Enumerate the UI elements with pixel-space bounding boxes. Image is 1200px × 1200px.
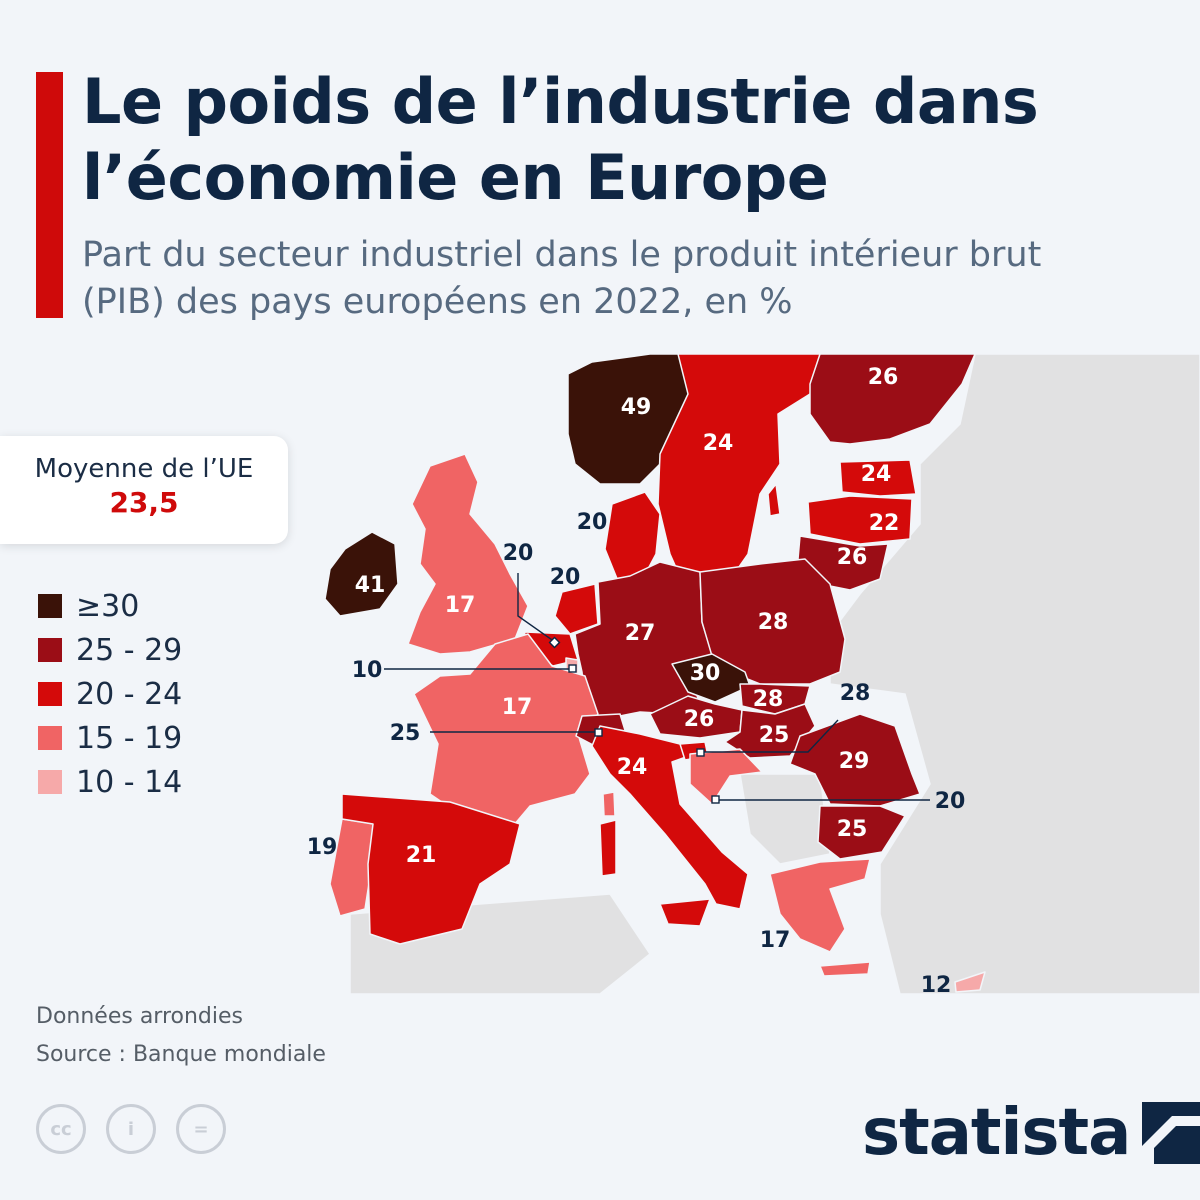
cc-icon: cc — [36, 1104, 86, 1154]
country-france — [413, 633, 599, 833]
eu-average-label: Moyenne de l’UE — [34, 454, 254, 484]
island-corsica — [602, 791, 616, 817]
page-title: Le poids de l’industrie dans l’économie … — [82, 65, 1039, 214]
value-label-slovakia: 28 — [753, 687, 784, 712]
value-label-czechia: 30 — [690, 661, 721, 686]
legend-label: 25 - 29 — [76, 632, 183, 668]
legend-label: 20 - 24 — [76, 676, 183, 712]
value-label-slovenia: 28 — [840, 681, 871, 706]
license-icons: cc i = — [36, 1104, 226, 1154]
value-label-netherlands: 20 — [550, 565, 581, 590]
country-greece — [769, 858, 871, 953]
value-label-switzerland: 25 — [390, 721, 421, 746]
island-sardinia — [599, 819, 617, 877]
eu-average-value: 23,5 — [109, 486, 179, 519]
by-icon: i — [106, 1104, 156, 1154]
country-poland — [699, 558, 846, 685]
value-label-portugal: 19 — [307, 835, 338, 860]
value-label-belgium: 20 — [503, 541, 534, 566]
legend-label: ≥30 — [76, 588, 140, 624]
value-label-croatia: 20 — [935, 789, 966, 814]
legend-item: 20 - 24 — [38, 672, 182, 716]
legend: ≥30 25 - 29 20 - 24 15 - 19 10 - 14 — [38, 584, 182, 804]
value-label-sweden: 24 — [703, 431, 734, 456]
leader-lines — [384, 573, 930, 801]
country-finland — [809, 354, 976, 445]
value-label-hungary: 25 — [759, 723, 790, 748]
legend-item: 10 - 14 — [38, 760, 182, 804]
nd-icon: = — [176, 1104, 226, 1154]
page-subtitle: Part du secteur industriel dans le produ… — [82, 235, 1042, 322]
value-label-lithuania: 26 — [837, 545, 868, 570]
footnotes: Données arrondies Source : Banque mondia… — [36, 998, 326, 1074]
rounding-note: Données arrondies — [36, 1004, 243, 1029]
value-label-france: 17 — [502, 695, 533, 720]
value-label-luxembourg: 10 — [352, 658, 383, 683]
value-label-latvia: 22 — [869, 511, 900, 536]
country-uk — [407, 453, 529, 655]
country-latvia — [807, 495, 913, 545]
brand-mark-icon — [1142, 1102, 1200, 1164]
country-netherlands — [554, 583, 599, 635]
value-label-bulgaria: 25 — [837, 817, 868, 842]
value-label-uk: 17 — [445, 593, 476, 618]
country-hungary — [724, 703, 816, 759]
value-label-ireland: 41 — [355, 573, 386, 598]
island-gotland — [767, 483, 781, 517]
source-note: Source : Banque mondiale — [36, 1042, 326, 1067]
country-cyprus — [954, 971, 986, 993]
island-sicily — [659, 898, 711, 927]
legend-label: 15 - 19 — [76, 720, 183, 756]
country-croatia — [689, 748, 763, 805]
value-label-norway: 49 — [621, 395, 652, 420]
country-ireland — [324, 531, 399, 617]
island-crete — [819, 961, 871, 977]
europe-map: 49 24 26 24 22 26 20 41 17 20 20 27 28 1… — [307, 354, 1200, 994]
value-label-finland: 26 — [868, 365, 899, 390]
value-label-estonia: 24 — [861, 462, 892, 487]
country-spain — [341, 793, 521, 945]
brand-name: statista — [862, 1096, 1131, 1170]
value-label-cyprus: 12 — [921, 973, 952, 994]
title-accent-bar — [36, 72, 63, 318]
value-label-spain: 21 — [406, 843, 437, 868]
country-estonia — [839, 459, 917, 497]
legend-label: 10 - 14 — [76, 764, 183, 800]
legend-item: 15 - 19 — [38, 716, 182, 760]
value-label-greece: 17 — [760, 928, 791, 953]
legend-swatch — [38, 770, 62, 794]
value-label-germany: 27 — [625, 621, 656, 646]
legend-item: ≥30 — [38, 584, 182, 628]
location-markers — [548, 636, 720, 804]
legend-item: 25 - 29 — [38, 628, 182, 672]
legend-swatch — [38, 594, 62, 618]
legend-swatch — [38, 638, 62, 662]
value-label-romania: 29 — [839, 749, 870, 774]
country-bulgaria — [817, 805, 906, 860]
value-label-austria: 26 — [684, 707, 715, 732]
eu-average-card: Moyenne de l’UE 23,5 — [0, 436, 288, 544]
value-label-denmark: 20 — [577, 510, 608, 535]
statista-logo: statista — [862, 1096, 1200, 1170]
value-label-italy: 24 — [617, 755, 648, 780]
value-label-poland: 28 — [758, 610, 789, 635]
legend-swatch — [38, 682, 62, 706]
legend-swatch — [38, 726, 62, 750]
